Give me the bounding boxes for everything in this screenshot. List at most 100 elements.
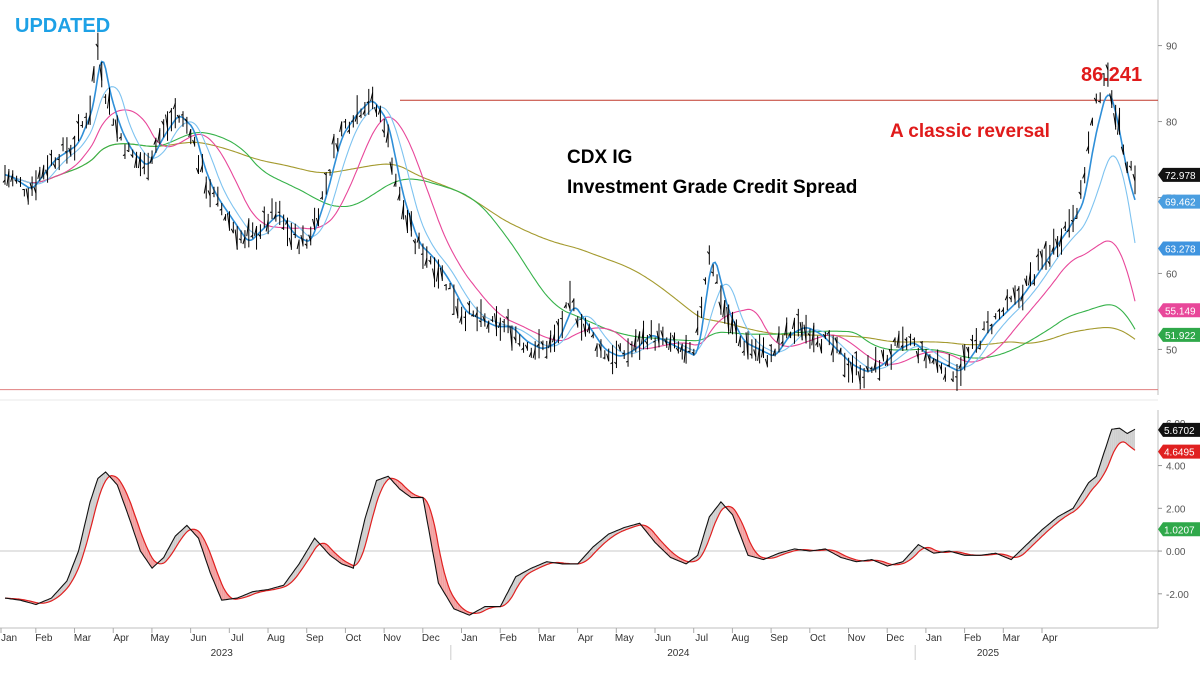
price-bar-open [780, 341, 784, 345]
histogram-value-tag-bg [1158, 522, 1200, 537]
price-bar-open [854, 351, 857, 354]
price-bar-open [993, 315, 996, 318]
month-label: Jul [231, 633, 244, 644]
osc-fill-segment [746, 532, 749, 556]
price-bar-open [184, 118, 188, 122]
price-bar-open [435, 267, 439, 282]
price-bar-open [366, 101, 370, 104]
price-bar-open [656, 330, 660, 345]
price-bar-open [977, 347, 981, 350]
price-tick-label: 90 [1166, 42, 1178, 53]
osc-fill-segment [126, 494, 129, 517]
price-bar-open [1093, 97, 1097, 102]
price-bar-open [981, 328, 985, 331]
signal-value-tag-bg [1158, 444, 1200, 459]
price-bar-open [134, 155, 138, 168]
price-bar-open [877, 378, 880, 380]
price-bar-open [1062, 225, 1066, 229]
osc-fill-segment [374, 480, 377, 511]
price-bar-open [784, 322, 788, 336]
price-bar-open [14, 179, 17, 183]
ma-slow-blue-value-tag-bg [1158, 241, 1200, 256]
price-bar-open [188, 129, 192, 138]
month-label: Nov [383, 633, 401, 644]
osc-fill-segment [728, 506, 731, 513]
month-label: Apr [1042, 633, 1058, 644]
price-bar-open [644, 340, 648, 345]
price-bar-open [505, 316, 509, 320]
price-bar-open [1132, 173, 1136, 182]
osc-fill-segment [1123, 430, 1126, 443]
price-bar-open [672, 335, 675, 342]
price-bar-open [211, 192, 215, 195]
price-bar-open [683, 339, 687, 363]
price-bar-open [1028, 270, 1032, 286]
month-label: Jul [695, 633, 708, 644]
price-bar-open [447, 287, 451, 290]
price-bar-open [586, 325, 590, 333]
year-label: 2024 [667, 648, 690, 659]
price-bar-open [811, 325, 815, 346]
price-bar-open [958, 363, 962, 370]
osc-fill-segment [1133, 429, 1135, 451]
price-bar-open [60, 143, 64, 146]
price-bar-open [215, 202, 219, 206]
osc-fill-segment [1094, 476, 1097, 487]
price-bar-open [250, 234, 254, 238]
month-label: May [150, 633, 169, 644]
price-bar-open [319, 196, 323, 200]
year-label: 2023 [211, 648, 234, 659]
price-bar-open [68, 147, 72, 156]
month-label: Oct [346, 633, 362, 644]
price-bar-open [393, 180, 397, 187]
price-bar-open [974, 339, 977, 342]
price-bar-open [377, 107, 381, 115]
price-bar-open [1120, 146, 1124, 155]
price-bar-open [478, 320, 482, 323]
price-bar-open [1113, 113, 1117, 128]
osc-fill-segment [173, 536, 176, 552]
histogram-value-tag: 1.0207 [1164, 525, 1195, 536]
osc-fill-segment [1131, 430, 1134, 449]
price-bar-open [927, 355, 931, 362]
ma-fast-value-tag-bg [1158, 194, 1200, 209]
month-label: Jun [191, 633, 207, 644]
price-bar-open [470, 314, 474, 317]
price-bar-open [791, 319, 795, 330]
price-bar-open [300, 234, 304, 246]
price-bar-open [888, 348, 892, 356]
price-bar-open [126, 149, 130, 153]
price-bar-open [1070, 219, 1074, 222]
price-bar-open [161, 120, 165, 126]
osc-fill-segment [198, 531, 201, 544]
price-bar-open [1128, 165, 1132, 169]
price-bar-open [838, 348, 842, 355]
osc-fill-segment [366, 506, 369, 540]
price-bar-open [323, 172, 327, 176]
price-bar-open [261, 210, 265, 214]
price-bar-open [1089, 118, 1093, 126]
price-bar-open [242, 236, 246, 245]
price-bar-open [84, 116, 87, 119]
price-bar-open [230, 228, 234, 234]
price-bar-open [799, 322, 803, 341]
price-bar-open [741, 350, 745, 354]
price-bar-open [664, 338, 668, 345]
osc-fill-segment [66, 575, 69, 589]
osc-fill-segment [130, 503, 133, 529]
price-bar-open [432, 268, 436, 280]
price-bar-open [923, 352, 927, 362]
price-bar-open [807, 332, 811, 337]
price-bar-open [149, 155, 153, 164]
price-bar-open [699, 305, 702, 309]
osc-fill-segment [699, 542, 702, 559]
price-bar-open [575, 318, 579, 327]
price-bar-open [234, 229, 238, 250]
price-bar-open [532, 348, 536, 359]
price-bar-open [339, 121, 343, 132]
price-bar-open [6, 171, 10, 187]
price-bar-open [130, 154, 134, 158]
